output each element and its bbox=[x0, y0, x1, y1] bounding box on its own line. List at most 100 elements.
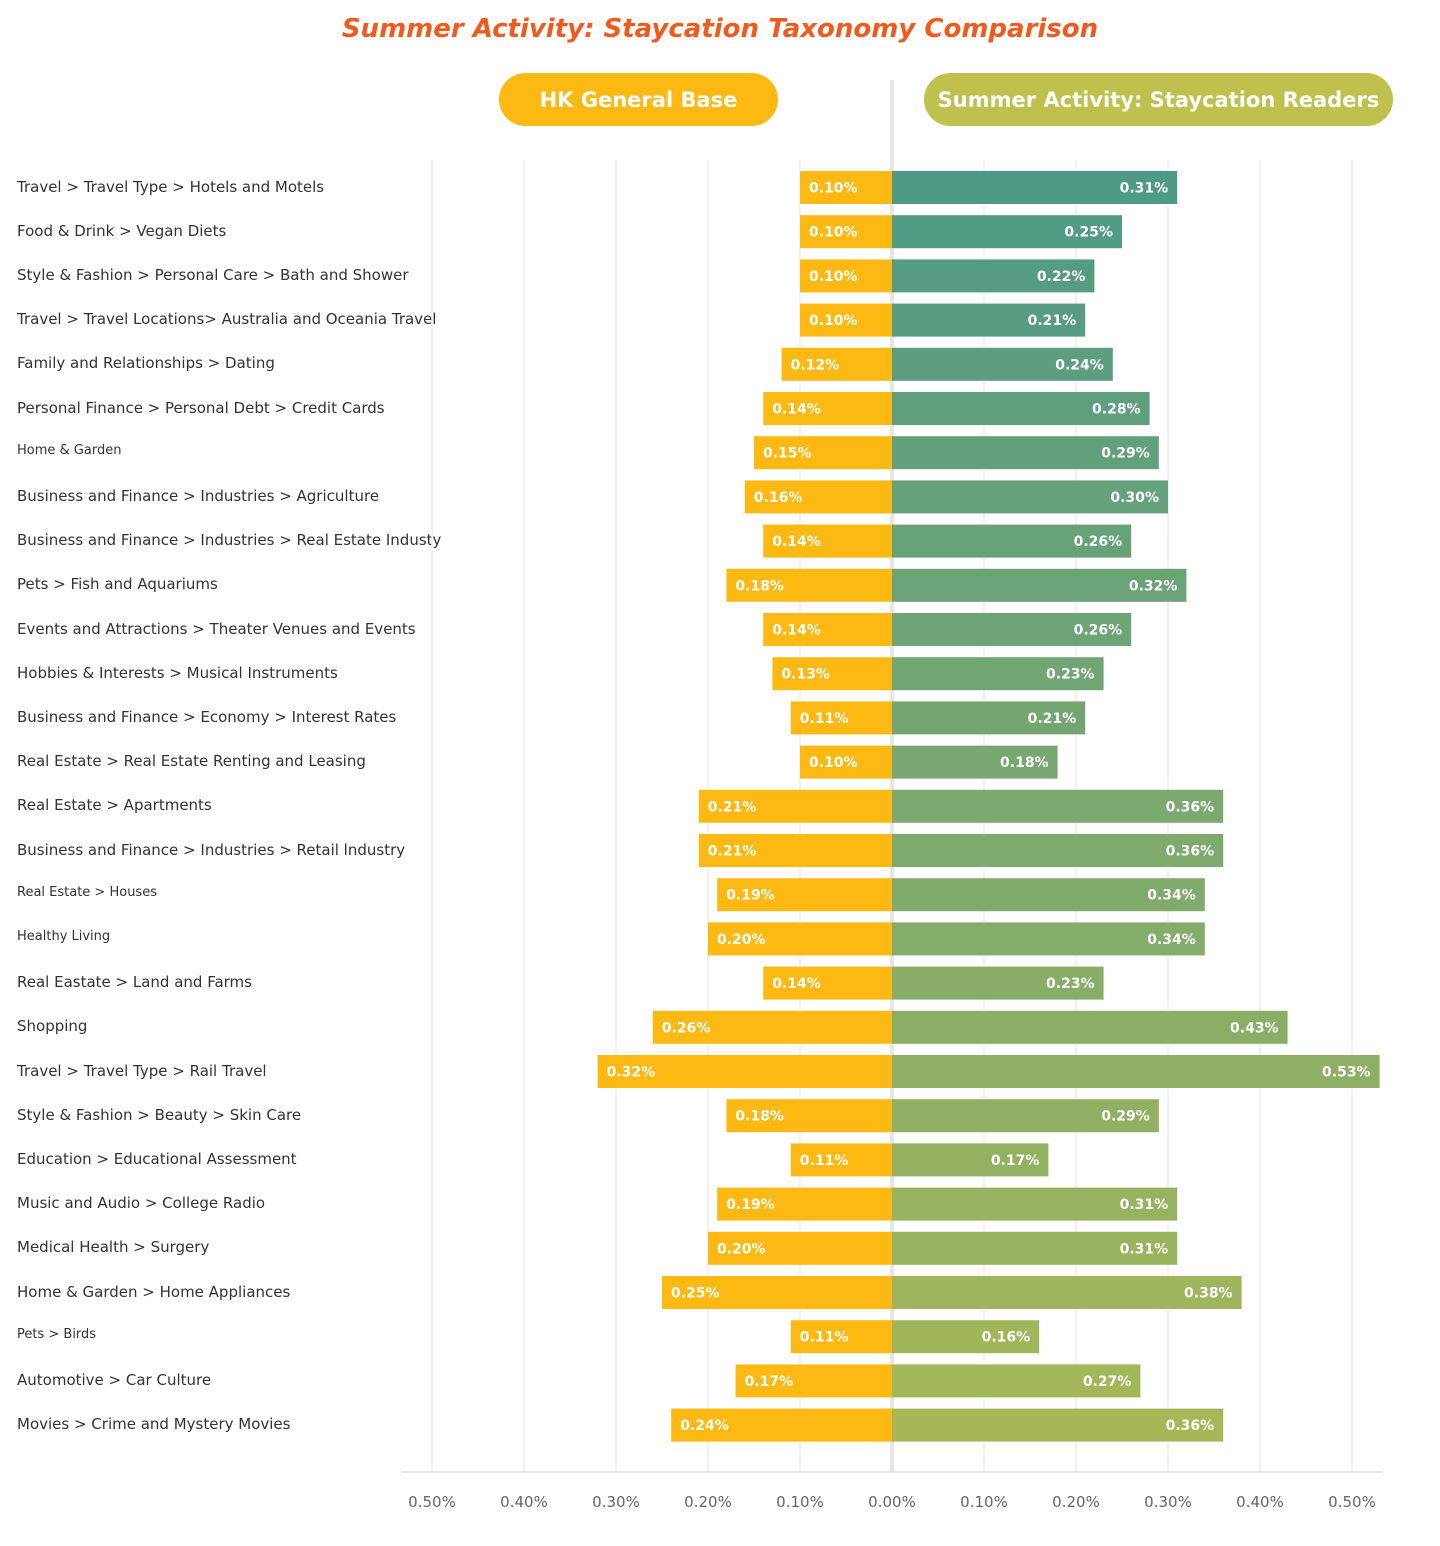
bar-staycation-readers bbox=[892, 1143, 1049, 1177]
bar-hk-general-base bbox=[800, 259, 892, 293]
bar-hk-general-base bbox=[744, 480, 892, 514]
x-tick-label: 0.40% bbox=[500, 1493, 548, 1511]
category-label: Personal Finance > Personal Debt > Credi… bbox=[17, 398, 385, 417]
category-label: Medical Health > Surgery bbox=[17, 1238, 210, 1257]
bar-hk-general-base bbox=[763, 613, 892, 646]
bar-hk-general-base bbox=[790, 1320, 892, 1354]
x-tick-label: 0.50% bbox=[408, 1493, 456, 1511]
x-tick-label: 0.00% bbox=[868, 1493, 916, 1511]
value-label-left: 0.14% bbox=[772, 623, 821, 639]
value-label-right: 0.31% bbox=[1120, 1197, 1169, 1213]
bar-staycation-readers bbox=[892, 966, 1104, 1000]
bar-staycation-readers bbox=[892, 878, 1205, 912]
value-label-right: 0.32% bbox=[1129, 578, 1178, 594]
value-label-right: 0.26% bbox=[1074, 534, 1123, 550]
value-label-left: 0.14% bbox=[772, 534, 821, 550]
bar-hk-general-base bbox=[800, 171, 892, 204]
category-label: Education > Educational Assessment bbox=[17, 1149, 297, 1168]
value-label-right: 0.31% bbox=[1120, 1241, 1169, 1257]
category-label: Pets > Fish and Aquariums bbox=[17, 575, 218, 594]
value-label-right: 0.26% bbox=[1074, 623, 1123, 639]
x-tick-label: 0.30% bbox=[592, 1493, 640, 1511]
value-label-right: 0.38% bbox=[1184, 1286, 1233, 1302]
x-tick-label: 0.40% bbox=[1236, 1493, 1284, 1511]
bar-hk-general-base bbox=[790, 1143, 892, 1177]
bar-hk-general-base bbox=[717, 878, 892, 912]
bar-staycation-readers bbox=[892, 568, 1187, 602]
bar-staycation-readers bbox=[892, 524, 1132, 558]
category-label: Events and Attractions > Theater Venues … bbox=[17, 619, 416, 638]
value-label-left: 0.13% bbox=[781, 667, 830, 683]
value-label-left: 0.26% bbox=[662, 1020, 711, 1036]
value-label-right: 0.28% bbox=[1092, 402, 1141, 418]
legend-staycation-readers: Summer Activity: Staycation Readers bbox=[924, 73, 1393, 126]
bar-staycation-readers bbox=[892, 436, 1159, 470]
value-label-right: 0.27% bbox=[1083, 1374, 1132, 1390]
value-label-left: 0.10% bbox=[809, 181, 858, 197]
category-label: Automotive > Car Culture bbox=[17, 1370, 212, 1389]
bar-staycation-readers bbox=[892, 1231, 1178, 1265]
category-label: Music and Audio > College Radio bbox=[17, 1194, 266, 1213]
value-label-right: 0.36% bbox=[1166, 844, 1215, 860]
bar-staycation-readers bbox=[892, 1099, 1159, 1133]
bar-hk-general-base bbox=[763, 524, 892, 558]
bar-staycation-readers bbox=[892, 834, 1224, 867]
category-label: Real Eastate > Land and Farms bbox=[17, 973, 252, 992]
value-label-right: 0.31% bbox=[1120, 181, 1169, 197]
value-label-left: 0.25% bbox=[671, 1286, 720, 1302]
x-tick-label: 0.50% bbox=[1328, 1493, 1376, 1511]
bar-staycation-readers bbox=[892, 392, 1150, 425]
bar-staycation-readers bbox=[892, 1187, 1178, 1221]
bar-hk-general-base bbox=[671, 1408, 892, 1442]
x-tick-label: 0.20% bbox=[1052, 1493, 1100, 1511]
value-label-left: 0.19% bbox=[726, 888, 775, 904]
bar-hk-general-base bbox=[800, 215, 892, 249]
bar-hk-general-base bbox=[763, 966, 892, 1000]
bar-staycation-readers bbox=[892, 745, 1058, 779]
bar-hk-general-base bbox=[708, 922, 892, 956]
value-label-right: 0.43% bbox=[1230, 1020, 1279, 1036]
value-label-left: 0.10% bbox=[809, 755, 858, 771]
category-label: Business and Finance > Industries > Agri… bbox=[17, 486, 380, 505]
bar-hk-general-base bbox=[717, 1187, 892, 1221]
value-label-right: 0.23% bbox=[1046, 667, 1095, 683]
bar-staycation-readers bbox=[892, 922, 1205, 956]
value-label-right: 0.36% bbox=[1166, 1418, 1215, 1434]
bar-hk-general-base bbox=[652, 1010, 892, 1044]
value-label-left: 0.10% bbox=[809, 225, 858, 241]
value-label-right: 0.30% bbox=[1110, 490, 1159, 506]
value-label-left: 0.24% bbox=[680, 1418, 729, 1434]
value-label-left: 0.20% bbox=[717, 932, 766, 948]
bar-hk-general-base bbox=[754, 436, 892, 470]
bar-hk-general-base bbox=[772, 657, 892, 691]
value-label-right: 0.34% bbox=[1147, 888, 1196, 904]
category-label: Real Estate > Real Estate Renting and Le… bbox=[17, 752, 366, 771]
value-label-left: 0.10% bbox=[809, 313, 858, 329]
value-label-left: 0.11% bbox=[800, 1153, 849, 1169]
value-label-left: 0.14% bbox=[772, 976, 821, 992]
chart-title: Summer Activity: Staycation Taxonomy Com… bbox=[341, 14, 1099, 44]
x-tick-label: 0.10% bbox=[960, 1493, 1008, 1511]
value-label-right: 0.18% bbox=[1000, 755, 1049, 771]
bar-staycation-readers bbox=[892, 1320, 1040, 1354]
bar-hk-general-base bbox=[708, 1231, 892, 1265]
bar-staycation-readers bbox=[892, 259, 1095, 293]
category-label: Business and Finance > Economy > Interes… bbox=[17, 707, 397, 726]
value-label-left: 0.19% bbox=[726, 1197, 775, 1213]
value-label-right: 0.34% bbox=[1147, 932, 1196, 948]
value-label-left: 0.18% bbox=[735, 1109, 784, 1125]
value-label-right: 0.25% bbox=[1064, 225, 1113, 241]
value-label-right: 0.16% bbox=[982, 1330, 1031, 1346]
bar-hk-general-base bbox=[790, 701, 892, 735]
bar-hk-general-base bbox=[800, 303, 892, 337]
category-label: Food & Drink > Vegan Diets bbox=[17, 221, 227, 240]
value-label-left: 0.12% bbox=[791, 357, 840, 373]
bar-hk-general-base bbox=[698, 789, 892, 823]
bar-staycation-readers bbox=[892, 701, 1086, 735]
category-label: Business and Finance > Industries > Real… bbox=[17, 531, 442, 550]
bar-staycation-readers bbox=[892, 171, 1178, 204]
category-label: Real Estate > Houses bbox=[17, 884, 157, 900]
bar-staycation-readers bbox=[892, 1364, 1141, 1398]
value-label-left: 0.21% bbox=[708, 844, 757, 860]
